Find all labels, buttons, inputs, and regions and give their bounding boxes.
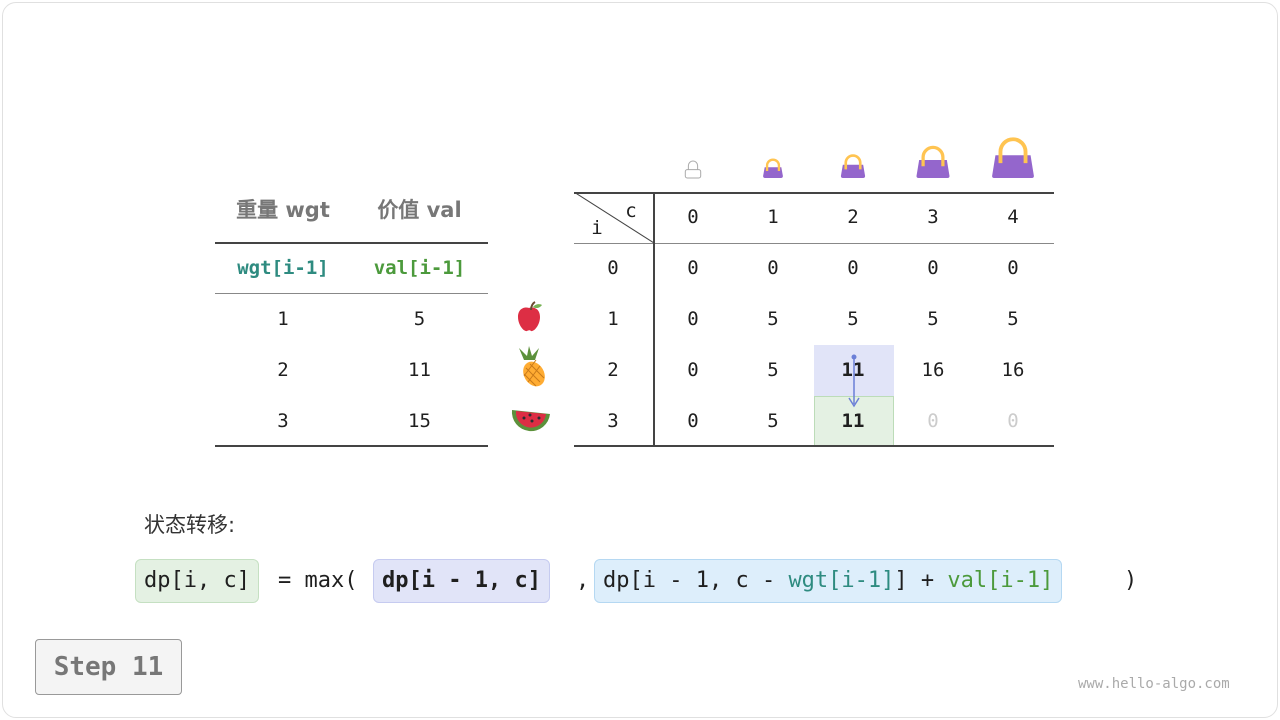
bag-icon	[992, 137, 1034, 178]
val-cell: 5	[413, 308, 426, 330]
row-header: 2	[607, 359, 619, 381]
pineapple-icon	[519, 346, 545, 387]
bag-icon	[840, 154, 866, 178]
subheader-wgt: wgt[i-1]	[237, 257, 329, 279]
watermark: www.hello-algo.com	[1078, 676, 1230, 692]
close-paren: )	[1124, 568, 1138, 593]
col-header: 0	[687, 206, 699, 228]
dp-cell: 0	[687, 359, 699, 381]
dp-cell: 11	[841, 410, 865, 432]
col-header: 3	[927, 206, 939, 228]
val-cell: 15	[408, 410, 431, 432]
row-header: 3	[607, 410, 619, 432]
dp-cell: 5	[767, 359, 779, 381]
dp-cell: 0	[687, 308, 699, 330]
dp-cell: 5	[767, 410, 779, 432]
wgt-cell: 2	[277, 359, 289, 381]
wgt-cell: 3	[277, 410, 289, 432]
dp-cell: 0	[687, 410, 699, 432]
corner-col-label: c	[625, 200, 637, 222]
lhs-box: dp[i, c]	[135, 559, 259, 603]
arg2-dp: dp[i - 1, c -	[603, 568, 789, 593]
dp-cell: 0	[767, 257, 779, 279]
transfer-arrow	[848, 354, 860, 408]
arg2-plus: ] +	[894, 568, 948, 593]
corner-row-label: i	[591, 217, 603, 239]
target-cell-highlight	[814, 396, 894, 446]
header-value: 价值 val	[377, 198, 462, 222]
step-button[interactable]: Step 11	[35, 639, 182, 695]
corner-diagonal	[574, 192, 654, 243]
dp-cell: 5	[1007, 308, 1019, 330]
dp-cell: 0	[847, 257, 859, 279]
dp-cell: 0	[1007, 410, 1019, 432]
bag-icon	[916, 145, 950, 178]
dp-cell: 16	[1001, 359, 1025, 381]
dp-cell: 5	[927, 308, 939, 330]
dp-cell: 0	[927, 257, 939, 279]
header-weight: 重量 wgt	[236, 198, 330, 222]
col-header: 2	[847, 206, 859, 228]
col-header: 1	[767, 206, 779, 228]
subheader-val: val[i-1]	[373, 257, 466, 279]
dp-cell: 11	[841, 359, 865, 381]
dp-cell: 5	[767, 308, 779, 330]
wgt-cell: 1	[277, 308, 289, 330]
arg2-box: dp[i - 1, c - wgt[i-1]] + val[i-1]	[594, 559, 1063, 603]
col-header: 4	[1007, 206, 1019, 228]
apple-icon	[518, 301, 542, 332]
dp-cell: 0	[927, 410, 939, 432]
val-cell: 11	[408, 359, 431, 381]
bag-icon	[763, 158, 783, 178]
arg2-val: val[i-1]	[947, 568, 1054, 593]
arg1-box: dp[i - 1, c]	[373, 559, 550, 603]
max-text: = max(	[278, 568, 358, 593]
bag-icon	[684, 160, 702, 179]
dp-cell: 5	[847, 308, 859, 330]
arg2-wgt: wgt[i-1]	[788, 568, 895, 593]
comma: ,	[576, 568, 590, 593]
row-header: 1	[607, 308, 619, 330]
dp-cell: 0	[1007, 257, 1019, 279]
transition-label: 状态转移:	[144, 513, 236, 537]
dp-cell: 0	[687, 257, 699, 279]
dp-cell: 16	[921, 359, 945, 381]
row-header: 0	[607, 257, 619, 279]
watermelon-icon	[511, 410, 550, 432]
